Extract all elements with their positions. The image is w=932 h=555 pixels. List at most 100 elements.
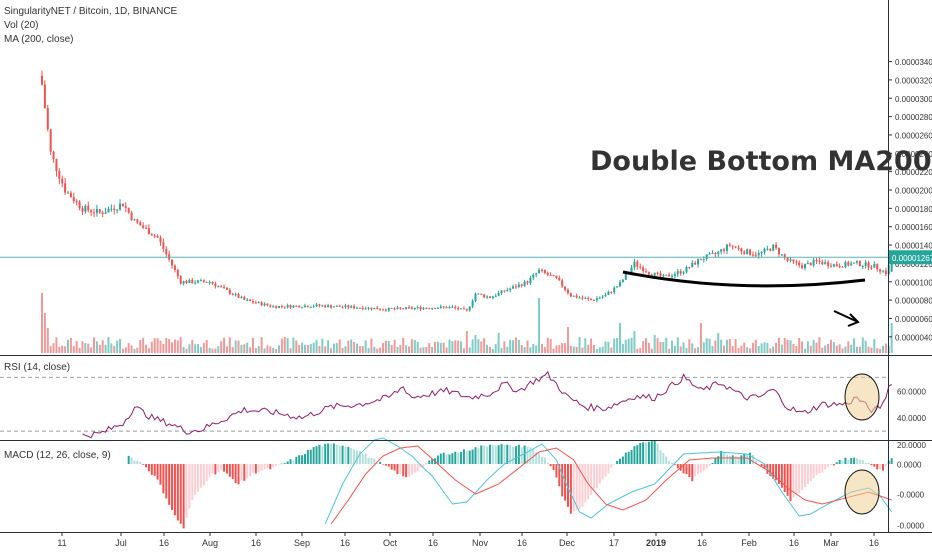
macd-histogram-bar [668, 461, 671, 464]
candle-body [263, 303, 266, 306]
volume-bar [795, 346, 798, 353]
macd-histogram-bar [358, 450, 361, 464]
macd-histogram-bar [156, 464, 159, 480]
candle-body [55, 158, 58, 171]
volume-bar [829, 339, 832, 353]
volume-bar [370, 338, 373, 353]
volume-bar [775, 342, 778, 353]
candle-body [127, 207, 130, 213]
volume-bar [879, 348, 882, 353]
candle-body [671, 275, 674, 277]
candle-body [630, 267, 633, 273]
candle-body [228, 289, 231, 294]
macd-histogram-bar [142, 464, 145, 465]
volume-bar [512, 340, 515, 353]
candle-body [512, 286, 515, 289]
volume-bar [694, 348, 697, 353]
macd-histogram-bar [772, 464, 775, 479]
volume-bar [890, 323, 893, 353]
volume-bar [410, 339, 413, 353]
macd-histogram-bar [740, 455, 743, 464]
volume-bar [231, 347, 234, 353]
macd-histogram-bar [272, 464, 275, 468]
candle-body [532, 274, 535, 278]
candle-body [494, 295, 497, 297]
volume-bar [763, 342, 766, 353]
volume-bar [95, 341, 98, 353]
candle-body [327, 305, 330, 308]
candle-body [330, 305, 332, 308]
macd-histogram-bar [743, 453, 746, 464]
volume-bar [555, 345, 558, 353]
time-tick-label: 11 [57, 538, 66, 548]
macd-histogram-bar [717, 456, 720, 464]
macd-histogram-bar [870, 464, 873, 466]
macd-histogram-bar [705, 464, 708, 469]
candle-body [691, 262, 694, 268]
macd-histogram-bar [792, 464, 795, 498]
candle-body [84, 205, 87, 212]
volume-bar [613, 338, 616, 353]
candle-body [136, 219, 139, 223]
volume-bar [792, 344, 795, 353]
volume-bar [416, 341, 419, 353]
candle-body [514, 286, 517, 288]
volume-bar [769, 348, 772, 353]
volume-bar [621, 343, 624, 353]
macd-histogram-bar [517, 444, 520, 464]
macd-histogram-bar [327, 443, 330, 464]
candle-body [43, 84, 46, 109]
macd-histogram-bar [676, 464, 679, 469]
volume-bar [630, 337, 633, 353]
candle-body [685, 266, 688, 273]
volume-bar [616, 337, 619, 353]
candle-body [549, 274, 552, 276]
candle-body [225, 287, 228, 290]
macd-histogram-bar [503, 444, 506, 464]
volume-bar [801, 341, 804, 353]
macd-histogram-bar [853, 457, 856, 464]
macd-histogram-bar [500, 444, 503, 464]
macd-histogram-bar [673, 464, 676, 465]
volume-bar [225, 346, 228, 353]
volume-bar [815, 342, 818, 353]
macd-histogram-bar [858, 459, 861, 464]
macd-histogram-bar [835, 462, 838, 464]
candle-body [890, 257, 893, 272]
volume-bar [688, 339, 691, 353]
macd-histogram-bar [361, 453, 364, 464]
volume-bar [142, 337, 145, 353]
candle-body [130, 212, 133, 220]
volume-bar [734, 339, 737, 353]
volume-bar [361, 346, 364, 353]
volume-bar [870, 347, 873, 353]
macd-histogram-bar [205, 464, 208, 482]
candle-body [460, 308, 463, 310]
macd-histogram-bar [881, 464, 884, 471]
candle-body [818, 260, 821, 262]
volume-bar [67, 339, 70, 353]
volume-bar [783, 337, 786, 353]
volume-bar [272, 347, 275, 353]
candle-body [543, 270, 546, 273]
candle-body [303, 305, 306, 308]
macd-histogram-bar [566, 464, 569, 507]
rsi-tick-label: 20.0000 [897, 441, 926, 450]
volume-bar [347, 340, 350, 353]
volume-bar [338, 339, 341, 353]
volume-bar [841, 348, 844, 353]
candle-body [697, 259, 700, 265]
candle-body [254, 302, 257, 304]
candle-body [410, 307, 413, 309]
candle-body [575, 295, 578, 298]
macd-histogram-bar [179, 464, 182, 524]
candle-body [853, 262, 856, 264]
volume-bar [445, 347, 448, 353]
volume-bar [283, 337, 286, 353]
macd-histogram-bar [844, 457, 847, 464]
volume-bar [182, 346, 185, 353]
volume-bar [806, 341, 809, 353]
volume-bar [237, 340, 240, 353]
